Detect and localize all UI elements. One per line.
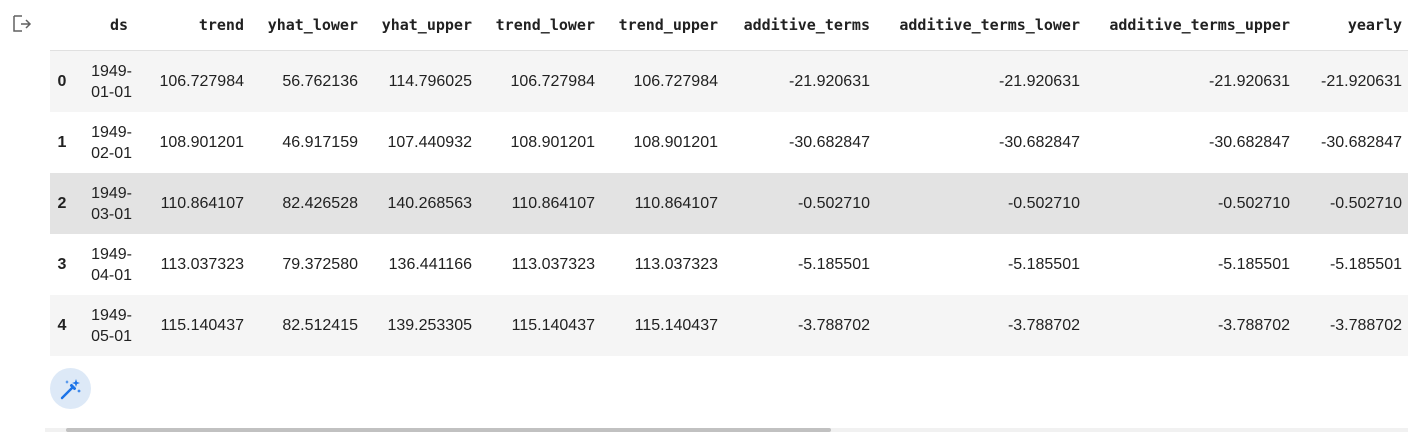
cell-ds: 1949-04-01 [91, 245, 132, 284]
table-row[interactable]: 4 1949-05-01 115.140437 82.512415 139.253305… [50, 295, 1408, 356]
cell-yearly: -5.185501 [1329, 255, 1402, 273]
index-header [50, 0, 74, 51]
output-redirect-icon[interactable] [12, 14, 32, 34]
header-row: ds trend yhat_lower yhat_upper trend_lower tr… [50, 0, 1408, 51]
cell-ds: 1949-02-01 [91, 123, 132, 162]
cell-trend-lower: 115.140437 [511, 316, 595, 334]
cell-trend: 106.727984 [159, 72, 244, 90]
cell-additive-terms-lower: -3.788702 [1007, 316, 1080, 334]
cell-ds: 1949-05-01 [91, 306, 132, 345]
cell-yearly: -3.788702 [1329, 316, 1402, 334]
cell-trend-upper: 106.727984 [633, 72, 718, 90]
cell-ds: 1949-03-01 [91, 184, 132, 223]
cell-additive-terms-upper: -0.502710 [1217, 194, 1290, 212]
row-index: 3 [57, 255, 67, 273]
cell-additive-terms-lower: -21.920631 [999, 72, 1080, 90]
cell-yhat-lower: 79.372580 [282, 255, 358, 273]
cell-additive-terms-lower: -5.185501 [1007, 255, 1080, 273]
cell-trend-upper: 115.140437 [634, 316, 718, 334]
cell-trend: 110.864107 [160, 194, 244, 212]
magic-wand-icon [60, 378, 81, 399]
column-header-yearly: yearly [1296, 0, 1408, 51]
cell-additive-terms: -30.682847 [789, 133, 870, 151]
cell-yearly: -30.682847 [1321, 133, 1402, 151]
cell-additive-terms: -5.185501 [797, 255, 870, 273]
cell-yhat-lower: 46.917159 [282, 133, 358, 151]
table-row[interactable]: 0 1949-01-01 106.727984 56.762136 114.796025… [50, 50, 1408, 112]
cell-trend-upper: 110.864107 [634, 194, 718, 212]
cell-trend-upper: 113.037323 [634, 255, 718, 273]
column-header-trend: trend [134, 0, 250, 51]
cell-additive-terms-upper: -30.682847 [1209, 133, 1290, 151]
horizontal-scrollbar-thumb[interactable] [66, 428, 831, 432]
column-header-ds: ds [74, 0, 134, 51]
cell-additive-terms-lower: -0.502710 [1007, 194, 1080, 212]
cell-yhat-lower: 82.426528 [282, 194, 358, 212]
cell-trend: 113.037323 [160, 255, 244, 273]
row-index: 0 [57, 72, 67, 90]
dataframe-table: ds trend yhat_lower yhat_upper trend_lower tr… [50, 0, 1408, 356]
cell-yhat-lower: 82.512415 [282, 316, 358, 334]
row-index: 1 [57, 133, 67, 151]
cell-yearly: -0.502710 [1329, 194, 1402, 212]
column-header-additive-terms-lower: additive_terms_lower [876, 0, 1086, 51]
cell-additive-terms-upper: -3.788702 [1217, 316, 1290, 334]
row-index: 2 [57, 194, 67, 212]
column-header-trend-upper: trend_upper [601, 0, 724, 51]
column-header-additive-terms: additive_terms [724, 0, 876, 51]
cell-additive-terms-lower: -30.682847 [999, 133, 1080, 151]
table-row[interactable]: 1 1949-02-01 108.901201 46.917159 107.440932… [50, 112, 1408, 173]
column-header-additive-terms-upper: additive_terms_upper [1086, 0, 1296, 51]
cell-trend-lower: 108.901201 [510, 133, 595, 151]
dataframe-table-container: ds trend yhat_lower yhat_upper trend_lower tr… [50, 0, 1408, 356]
cell-trend-lower: 113.037323 [511, 255, 595, 273]
cell-trend: 115.140437 [160, 316, 244, 334]
cell-yhat-upper: 139.253305 [387, 316, 472, 334]
cell-yhat-upper: 136.441166 [388, 255, 472, 273]
table-body: 0 1949-01-01 106.727984 56.762136 114.796025… [50, 50, 1408, 356]
cell-trend-lower: 110.864107 [511, 194, 595, 212]
table-row[interactable]: 2 1949-03-01 110.864107 82.426528 140.268563… [50, 173, 1408, 234]
cell-additive-terms: -21.920631 [789, 72, 870, 90]
cell-yhat-upper: 114.796025 [388, 72, 472, 90]
cell-trend: 108.901201 [159, 133, 244, 151]
cell-additive-terms-upper: -21.920631 [1209, 72, 1290, 90]
cell-additive-terms: -3.788702 [797, 316, 870, 334]
magic-wand-button[interactable] [50, 368, 91, 409]
table-header: ds trend yhat_lower yhat_upper trend_lower tr… [50, 0, 1408, 51]
column-header-yhat-upper: yhat_upper [364, 0, 478, 51]
cell-yhat-upper: 140.268563 [387, 194, 472, 212]
column-header-trend-lower: trend_lower [478, 0, 601, 51]
cell-additive-terms: -0.502710 [797, 194, 870, 212]
row-index: 4 [57, 316, 67, 334]
table-row[interactable]: 3 1949-04-01 113.037323 79.372580 136.441166… [50, 234, 1408, 295]
cell-ds: 1949-01-01 [91, 62, 132, 101]
cell-trend-upper: 108.901201 [633, 133, 718, 151]
cell-yhat-lower: 56.762136 [282, 72, 358, 90]
cell-additive-terms-upper: -5.185501 [1217, 255, 1290, 273]
column-header-yhat-lower: yhat_lower [250, 0, 364, 51]
cell-yearly: -21.920631 [1321, 72, 1402, 90]
cell-yhat-upper: 107.440932 [387, 133, 472, 151]
cell-trend-lower: 106.727984 [510, 72, 595, 90]
